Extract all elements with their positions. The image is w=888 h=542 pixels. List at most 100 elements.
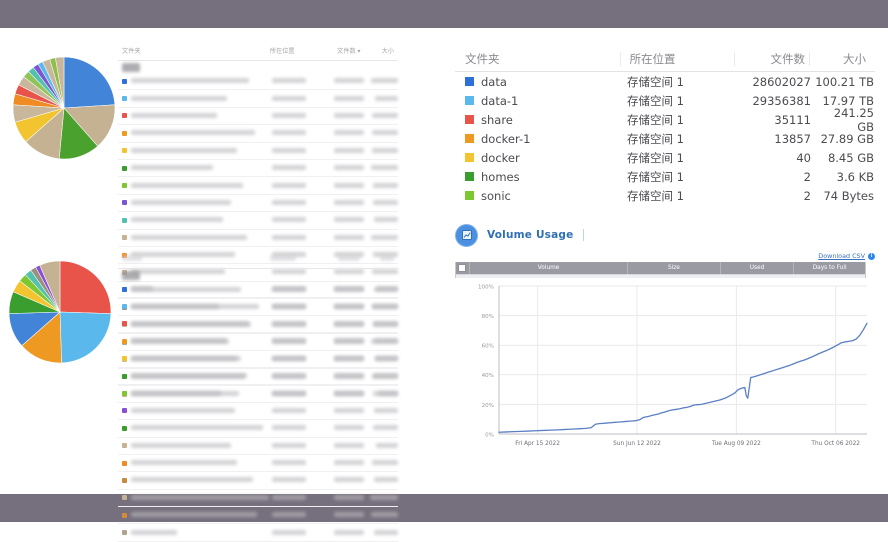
- size-cell: [364, 390, 402, 397]
- file-count-cell: [320, 252, 364, 258]
- table-row[interactable]: [118, 333, 398, 351]
- location-cell: [272, 477, 320, 483]
- table-row[interactable]: share 存储空间 1 35111 241.25 GB: [455, 106, 875, 134]
- column-header-location[interactable]: [269, 255, 317, 262]
- file-count-cell: [320, 303, 364, 310]
- file-count-cell: [320, 199, 364, 206]
- folder-distribution-pie-top: [12, 56, 116, 160]
- folder-name-cell: sonic: [481, 188, 511, 203]
- folder-name-cell: [131, 494, 272, 501]
- table-row[interactable]: [118, 298, 398, 316]
- volume-usage-chart: 0% 20% 40% 60% 80% 100% Fri Apr 15 2022 Sun Jun…: [455, 278, 875, 458]
- table-row[interactable]: [118, 247, 398, 265]
- table-row[interactable]: [118, 403, 398, 421]
- table-row[interactable]: [118, 281, 398, 299]
- folder-name-cell: [131, 338, 272, 344]
- table-row[interactable]: [118, 195, 398, 213]
- table-row[interactable]: docker-1 存储空间 1 13857 27.89 GB: [455, 129, 875, 148]
- column-header-size[interactable]: 大小: [381, 48, 394, 55]
- table-row[interactable]: [118, 368, 398, 386]
- table-row[interactable]: [118, 524, 398, 542]
- table-row[interactable]: [118, 385, 398, 403]
- table-row[interactable]: [118, 108, 398, 126]
- folder-color-swatch: [122, 148, 127, 154]
- info-icon[interactable]: i: [868, 252, 875, 260]
- column-header-size[interactable]: [360, 255, 398, 262]
- folder-name-cell: homes: [481, 169, 520, 184]
- table-row[interactable]: [118, 212, 398, 230]
- folder-color-swatch: [122, 183, 127, 189]
- svg-text:Thu Oct 06 2022: Thu Oct 06 2022: [810, 441, 860, 447]
- left-panel: 文件夹 所在位置 文件数 ▾ 大小: [0, 28, 420, 542]
- location-cell: [272, 95, 320, 102]
- table-header-row: [118, 250, 398, 269]
- location-cell: [272, 165, 320, 171]
- column-header-location[interactable]: 所在位置: [619, 51, 734, 66]
- column-header-folder[interactable]: [118, 255, 270, 262]
- volume-usage-tab[interactable]: Volume Usage: [455, 223, 875, 247]
- size-cell: [364, 269, 402, 275]
- table-row[interactable]: [118, 438, 398, 455]
- file-count-cell: [320, 269, 364, 275]
- location-cell: [272, 147, 320, 154]
- table-row[interactable]: homes 存储空间 1 2 3.6 KB: [455, 167, 875, 186]
- table-row[interactable]: [118, 351, 398, 368]
- table-row[interactable]: docker 存储空间 1 40 8.45 GB: [455, 148, 875, 167]
- column-header-size[interactable]: 大小: [809, 51, 875, 66]
- table-row[interactable]: data-1 存储空间 1 29356381 17.97 TB: [455, 91, 875, 110]
- table-row[interactable]: [118, 177, 398, 195]
- select-all-checkbox[interactable]: [456, 262, 470, 274]
- svg-text:20%: 20%: [482, 403, 494, 409]
- folder-name-cell: docker-1: [481, 131, 531, 146]
- table-row[interactable]: [118, 455, 398, 473]
- column-header-folder[interactable]: 文件夹: [465, 51, 500, 66]
- file-count-cell: [320, 529, 364, 536]
- file-count-cell: [320, 390, 364, 397]
- table-row[interactable]: data 存储空间 1 28602027 100.21 TB: [455, 72, 875, 91]
- column-header-location[interactable]: 所在位置: [269, 48, 295, 55]
- column-header-folder[interactable]: 文件夹: [122, 48, 141, 55]
- folder-color-swatch: [465, 153, 474, 162]
- file-count-cell: [320, 112, 364, 119]
- file-count-cell: [320, 182, 364, 189]
- size-cell: 100.21 TB: [815, 74, 874, 89]
- table-row[interactable]: [118, 472, 398, 490]
- download-csv-link[interactable]: Download CSV: [818, 252, 865, 260]
- folder-name-cell: [131, 303, 272, 310]
- location-cell: 存储空间 1: [627, 188, 684, 203]
- folder-name-cell: [131, 252, 272, 258]
- folder-name-cell: [131, 165, 272, 171]
- folder-table-bottom: [118, 250, 398, 542]
- folder-name-cell: [131, 390, 272, 397]
- table-row[interactable]: [118, 160, 398, 178]
- column-header-volume[interactable]: Volume: [470, 262, 629, 274]
- column-header-file-count[interactable]: [317, 255, 361, 262]
- folder-name-cell: [131, 199, 272, 206]
- table-row[interactable]: [118, 90, 398, 108]
- table-row[interactable]: [118, 125, 398, 143]
- location-cell: 存储空间 1: [627, 169, 684, 184]
- column-header-days-to-full[interactable]: Days to Full: [812, 265, 847, 271]
- table-row[interactable]: [118, 230, 398, 247]
- folder-color-swatch: [122, 408, 127, 414]
- table-row[interactable]: [118, 73, 398, 91]
- table-row[interactable]: [118, 490, 398, 508]
- table-row[interactable]: [118, 420, 398, 438]
- column-header-size[interactable]: Size: [628, 262, 721, 274]
- folder-color-swatch: [465, 115, 474, 124]
- size-cell: 241.25 GB: [833, 105, 874, 134]
- size-cell: [364, 425, 402, 431]
- size-cell: [364, 512, 402, 518]
- column-header-used[interactable]: Used: [721, 262, 795, 274]
- table-body: data 存储空间 1 28602027 100.21 TB data-1 存储空间 1 2…: [455, 72, 875, 205]
- column-header-file-count[interactable]: 文件数: [733, 51, 809, 66]
- table-row[interactable]: [118, 143, 398, 160]
- column-header-file-count[interactable]: 文件数 ▾: [337, 48, 361, 55]
- table-row[interactable]: sonic 存储空间 1 2 74 Bytes: [455, 186, 875, 205]
- table-row[interactable]: [118, 316, 398, 334]
- folder-color-swatch: [122, 217, 127, 223]
- folder-name-cell: [131, 477, 272, 483]
- folder-color-swatch: [122, 286, 127, 292]
- folder-name-cell: [131, 407, 272, 414]
- size-cell: [364, 529, 402, 536]
